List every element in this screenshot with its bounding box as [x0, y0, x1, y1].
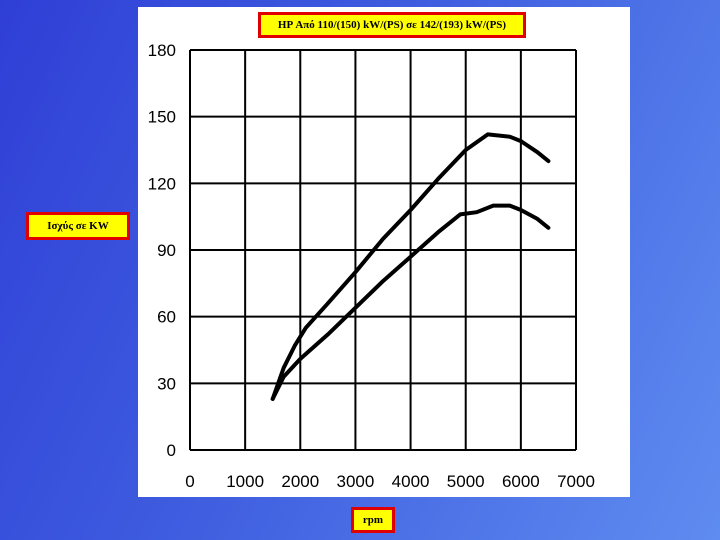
series-line-1 [270, 132, 551, 401]
x-tick-label: 6000 [502, 472, 540, 491]
x-tick-label: 2000 [281, 472, 319, 491]
series-line-2 [270, 203, 551, 401]
y-tick-label: 150 [148, 108, 176, 127]
y-tick-label: 90 [157, 241, 176, 260]
x-tick-label: 1000 [226, 472, 264, 491]
chart-panel [138, 7, 630, 497]
chart-title: HP Από 110/(150) kW/(PS) σε 142/(193) kW… [258, 12, 526, 38]
y-tick-label: 60 [157, 308, 176, 327]
y-tick-label: 0 [167, 441, 176, 460]
x-tick-label: 7000 [557, 472, 595, 491]
x-axis-label: rpm [351, 507, 395, 533]
y-tick-label: 30 [157, 374, 176, 393]
x-tick-label: 4000 [392, 472, 430, 491]
x-tick-label: 0 [185, 472, 194, 491]
x-tick-label: 5000 [447, 472, 485, 491]
x-tick-label: 3000 [337, 472, 375, 491]
y-axis-label: Ισχύς σε KW [26, 212, 130, 240]
y-tick-label: 180 [148, 41, 176, 60]
y-tick-label: 120 [148, 174, 176, 193]
